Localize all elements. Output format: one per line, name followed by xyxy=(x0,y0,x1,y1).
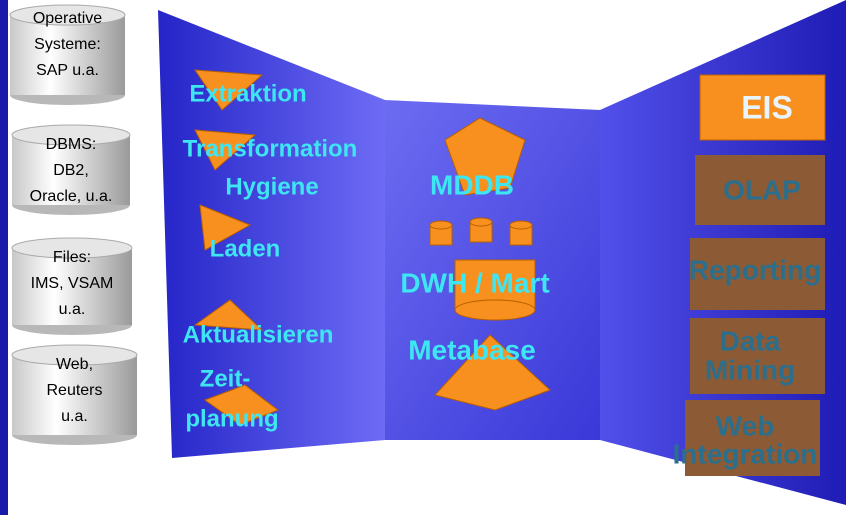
source-label: SAP u.a. xyxy=(36,62,99,79)
source-cylinders: Operative Systeme: SAP u.a. DBMS: DB2, Oracle… xyxy=(9,4,138,445)
source-label: DB2, xyxy=(53,162,89,179)
source-label: Web, xyxy=(56,356,93,373)
left-strip xyxy=(0,0,8,515)
source-label: u.a. xyxy=(59,301,86,318)
source-label: Reuters xyxy=(46,382,102,399)
app-label: Web xyxy=(716,410,775,441)
cylinder-body xyxy=(12,135,130,205)
source-label: DBMS: xyxy=(46,136,97,153)
cylinder-top xyxy=(9,4,126,26)
storage-label: Metabase xyxy=(408,334,536,365)
cylinder-top xyxy=(11,124,131,146)
cylinder-body xyxy=(10,15,125,95)
application-boxes xyxy=(685,74,826,476)
cylinder-top xyxy=(11,237,133,259)
source-label: Files: xyxy=(53,249,91,266)
process-label: Hygiene xyxy=(225,173,318,200)
process-label: Extraktion xyxy=(189,80,306,107)
process-shapes xyxy=(193,69,280,426)
cylinder-body xyxy=(12,355,137,435)
app-label: Mining xyxy=(705,354,795,385)
app-label: EIS xyxy=(741,89,793,125)
process-label: Aktualisieren xyxy=(183,321,334,348)
process-label: Transformation xyxy=(183,135,358,162)
app-label: Integration xyxy=(673,438,818,469)
source-label: IMS, VSAM xyxy=(31,275,114,292)
cylinder-top xyxy=(11,344,138,366)
process-label: planung xyxy=(185,405,278,432)
source-label: u.a. xyxy=(61,408,88,425)
process-label: Laden xyxy=(210,235,281,262)
left-panel xyxy=(158,10,385,458)
process-label: Zeit- xyxy=(200,365,251,392)
cylinder-body xyxy=(12,248,132,325)
source-label: Oracle, u.a. xyxy=(30,188,113,205)
app-label: OLAP xyxy=(723,174,801,205)
storage-label: DWH / Mart xyxy=(400,267,549,298)
storage-shapes xyxy=(429,117,551,411)
storage-label: MDDB xyxy=(430,169,514,200)
app-label: Reporting xyxy=(689,254,821,285)
source-label: Operative xyxy=(33,10,102,27)
app-label: Data xyxy=(720,325,781,356)
source-label: Systeme: xyxy=(34,36,101,53)
